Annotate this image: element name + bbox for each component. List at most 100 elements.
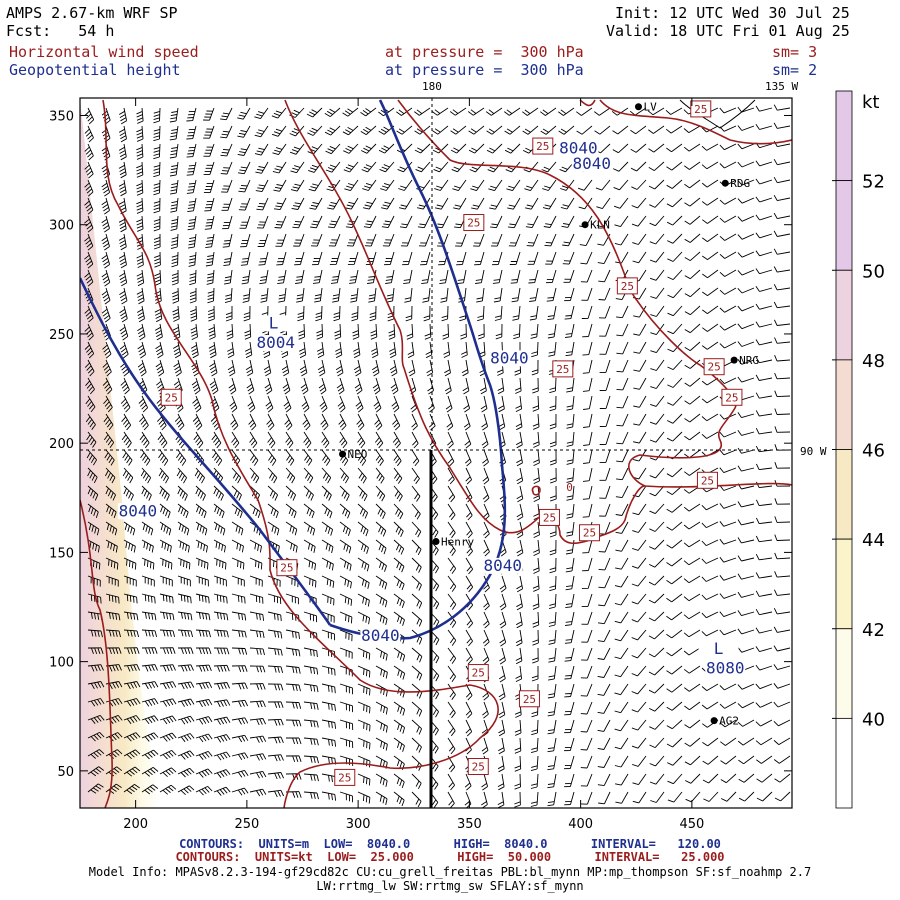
wind-barb	[614, 719, 629, 732]
wind-barb	[683, 503, 701, 512]
wind-barb	[209, 377, 219, 395]
wind-barb	[774, 571, 791, 578]
wind-barb	[342, 107, 359, 117]
wind-barb	[153, 179, 161, 196]
wind-barb	[684, 323, 701, 334]
wind-barb	[719, 521, 737, 527]
wind-barb	[339, 719, 354, 731]
wind-barb	[737, 683, 755, 690]
wind-barb	[339, 593, 353, 606]
wind-barb	[755, 664, 773, 671]
wind-barb	[773, 589, 791, 596]
wind-barb	[447, 485, 456, 503]
wind-barb	[285, 701, 302, 709]
wind-barb	[220, 125, 233, 139]
wind-barb	[321, 503, 333, 519]
wind-barb	[719, 197, 737, 205]
wind-barb	[719, 538, 737, 545]
wind-barb	[159, 767, 177, 778]
wind-barb	[246, 377, 255, 395]
wind-barb	[649, 521, 665, 532]
wind-barb	[755, 268, 773, 275]
wind-barb	[560, 197, 575, 210]
wind-barb	[339, 701, 354, 713]
wind-label-box	[532, 137, 554, 155]
wind-barb	[118, 233, 127, 251]
wind-barb	[301, 395, 310, 413]
wind-barb	[267, 701, 284, 708]
wind-barb	[87, 575, 101, 587]
wind-barb	[285, 503, 297, 519]
wind-barb	[504, 107, 521, 116]
wind-barb	[141, 485, 152, 501]
wind-barb	[564, 287, 575, 302]
wind-barb	[324, 107, 341, 117]
wind-barb	[453, 197, 467, 210]
wind-barb	[450, 125, 467, 135]
wind-barb	[683, 629, 701, 638]
wind-contour-east	[397, 99, 792, 488]
wind-barb	[141, 732, 159, 742]
wind-barb	[773, 719, 791, 727]
wind-barb	[303, 719, 319, 728]
wind-barb	[441, 305, 449, 322]
wind-barb	[249, 735, 267, 743]
wind-barb	[649, 719, 665, 730]
wind-barb	[84, 125, 94, 143]
wind-barb	[631, 215, 647, 227]
wind-barb	[477, 305, 485, 322]
height-label-bg	[571, 155, 612, 172]
wind-barb	[267, 736, 284, 744]
wind-barb	[683, 521, 701, 530]
wind-barb	[141, 593, 156, 604]
wind-barb	[195, 539, 208, 553]
wind-barb	[375, 701, 388, 715]
wind-barb	[684, 251, 701, 261]
wind-barb	[275, 233, 287, 247]
wind-barb	[411, 539, 422, 556]
wind-barb	[549, 432, 557, 448]
wind-barb	[684, 413, 701, 423]
wind-barb	[339, 683, 353, 695]
wind-barb	[276, 251, 287, 266]
wind-barb	[633, 341, 647, 354]
wind-barb	[141, 767, 159, 777]
wind-barb	[511, 287, 521, 303]
wind-contour-small-ring	[531, 485, 541, 496]
wind-barb	[328, 233, 341, 247]
wind-barb	[87, 521, 100, 536]
wind-barb	[598, 557, 611, 571]
wind-barb	[529, 287, 539, 302]
wind-barb	[411, 575, 422, 591]
wind-barb	[633, 377, 647, 390]
wind-barb	[774, 791, 791, 802]
wind-barb	[231, 521, 244, 536]
wind-barb	[86, 449, 97, 466]
wind-barb	[701, 521, 719, 529]
wind-barb	[159, 698, 177, 707]
wind-barb	[220, 161, 233, 175]
wind-barb	[525, 197, 539, 210]
wind-barb	[105, 629, 121, 638]
wind-barb	[577, 179, 593, 191]
wind-barb	[122, 449, 133, 466]
wind-barb	[177, 611, 193, 621]
wind-barb	[141, 521, 154, 536]
wind-barb	[321, 737, 337, 747]
wind-barb	[375, 557, 387, 572]
wind-barb	[703, 791, 719, 802]
wind-barb	[563, 755, 575, 770]
wind-barb	[482, 647, 490, 665]
wind-barb	[231, 503, 243, 519]
wind-barb	[393, 647, 406, 662]
wind-barb	[362, 197, 377, 210]
wind-barb	[186, 143, 197, 158]
wind-barb	[455, 233, 467, 247]
wind-barb	[357, 737, 371, 750]
wind-barb	[755, 535, 773, 543]
wind-barb	[169, 107, 179, 123]
wind-barb	[667, 359, 683, 371]
wind-barb	[240, 233, 251, 248]
wind-barb	[516, 521, 524, 539]
wind-barb	[470, 179, 485, 192]
